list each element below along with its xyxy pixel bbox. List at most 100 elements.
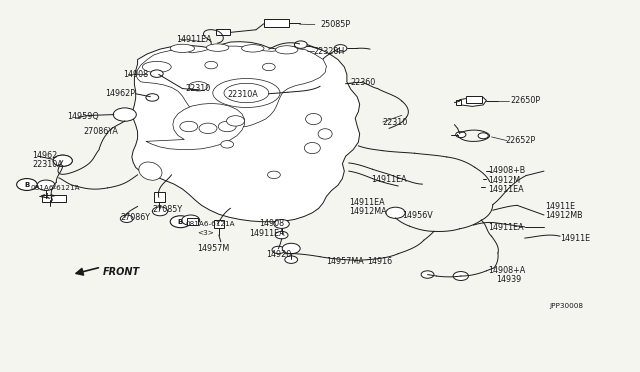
Ellipse shape <box>224 83 269 103</box>
Bar <box>187 218 198 225</box>
Circle shape <box>478 133 488 139</box>
Text: 14939: 14939 <box>496 275 521 284</box>
Circle shape <box>456 132 466 138</box>
Circle shape <box>421 271 434 278</box>
Polygon shape <box>146 103 244 150</box>
Circle shape <box>37 180 55 190</box>
Text: 14911E: 14911E <box>560 234 590 243</box>
Text: 14911EA: 14911EA <box>349 198 385 207</box>
Circle shape <box>268 171 280 179</box>
Text: 22310: 22310 <box>186 84 211 93</box>
Ellipse shape <box>305 142 321 154</box>
Text: 14911EA: 14911EA <box>176 35 212 44</box>
Text: JPP30008: JPP30008 <box>549 303 583 309</box>
Text: 14912MA: 14912MA <box>349 207 387 216</box>
Text: FRONT: FRONT <box>102 267 140 277</box>
Circle shape <box>180 121 198 132</box>
Circle shape <box>227 116 244 126</box>
Text: 22310: 22310 <box>383 118 408 126</box>
Text: 14911EA: 14911EA <box>488 185 524 194</box>
Text: 14911EA: 14911EA <box>371 175 407 184</box>
Text: 22310A: 22310A <box>227 90 258 99</box>
Ellipse shape <box>207 44 229 51</box>
Text: 14962: 14962 <box>32 151 57 160</box>
Text: 081A6-6121A: 081A6-6121A <box>186 221 236 227</box>
Text: 14956V: 14956V <box>402 211 433 219</box>
Text: 22310A: 22310A <box>32 160 63 169</box>
Circle shape <box>146 94 159 101</box>
Text: 27086YA: 27086YA <box>83 127 118 136</box>
Text: 22650P: 22650P <box>511 96 541 105</box>
Circle shape <box>53 155 72 166</box>
Circle shape <box>294 41 307 48</box>
Bar <box>42 195 51 202</box>
Text: 14959Q: 14959Q <box>67 112 99 121</box>
Text: 14908+A: 14908+A <box>488 266 525 275</box>
Text: 14908+B: 14908+B <box>488 166 525 175</box>
Text: 14957M: 14957M <box>197 244 229 253</box>
Ellipse shape <box>242 45 264 52</box>
Polygon shape <box>136 46 326 127</box>
Text: 22652P: 22652P <box>506 136 536 145</box>
Circle shape <box>53 155 72 166</box>
Text: B: B <box>24 182 29 187</box>
Text: 14911EA: 14911EA <box>488 223 524 232</box>
Circle shape <box>334 45 347 52</box>
Ellipse shape <box>139 162 162 180</box>
Text: <1>: <1> <box>40 193 56 199</box>
Text: 22360: 22360 <box>351 78 376 87</box>
Circle shape <box>152 207 168 216</box>
Circle shape <box>274 219 289 228</box>
Circle shape <box>285 256 298 263</box>
Ellipse shape <box>306 113 322 125</box>
Text: 22320H: 22320H <box>314 47 345 56</box>
Text: 14920: 14920 <box>266 250 291 259</box>
Text: B: B <box>178 219 183 225</box>
Text: 25085P: 25085P <box>320 20 350 29</box>
Polygon shape <box>460 97 486 106</box>
Text: 14912MB: 14912MB <box>545 211 583 220</box>
Bar <box>456 100 461 105</box>
Ellipse shape <box>189 82 208 91</box>
Circle shape <box>262 63 275 71</box>
Circle shape <box>275 231 288 239</box>
Text: 14911E: 14911E <box>545 202 575 211</box>
Text: 14916: 14916 <box>367 257 392 266</box>
Text: 14911EA: 14911EA <box>250 229 285 238</box>
Ellipse shape <box>212 78 280 108</box>
Ellipse shape <box>170 44 195 52</box>
Text: 14962P: 14962P <box>105 89 135 98</box>
Circle shape <box>113 108 136 121</box>
Text: 27085Y: 27085Y <box>152 205 182 214</box>
Circle shape <box>221 141 234 148</box>
Circle shape <box>120 215 133 222</box>
Circle shape <box>272 246 285 254</box>
Circle shape <box>453 272 468 280</box>
Circle shape <box>150 70 163 77</box>
Text: 14908: 14908 <box>123 70 148 79</box>
Circle shape <box>182 215 200 225</box>
Circle shape <box>218 121 236 132</box>
Polygon shape <box>132 42 360 222</box>
Text: 14912M: 14912M <box>488 176 520 185</box>
Ellipse shape <box>143 61 172 73</box>
Text: 27086Y: 27086Y <box>120 213 150 222</box>
Circle shape <box>282 243 300 254</box>
Circle shape <box>199 123 217 134</box>
Bar <box>264 19 289 27</box>
Ellipse shape <box>276 46 298 54</box>
Circle shape <box>17 179 37 190</box>
Text: 081A6-6121A: 081A6-6121A <box>31 185 81 191</box>
Circle shape <box>386 207 405 218</box>
Text: 14957MA: 14957MA <box>326 257 364 266</box>
Bar <box>466 96 482 103</box>
Bar <box>50 195 66 202</box>
Ellipse shape <box>318 129 332 139</box>
Bar <box>154 192 165 202</box>
Bar <box>216 29 230 35</box>
Text: 14908: 14908 <box>259 219 284 228</box>
Text: <3>: <3> <box>197 230 214 235</box>
Bar <box>214 220 224 228</box>
Circle shape <box>205 61 218 69</box>
Circle shape <box>170 216 191 228</box>
